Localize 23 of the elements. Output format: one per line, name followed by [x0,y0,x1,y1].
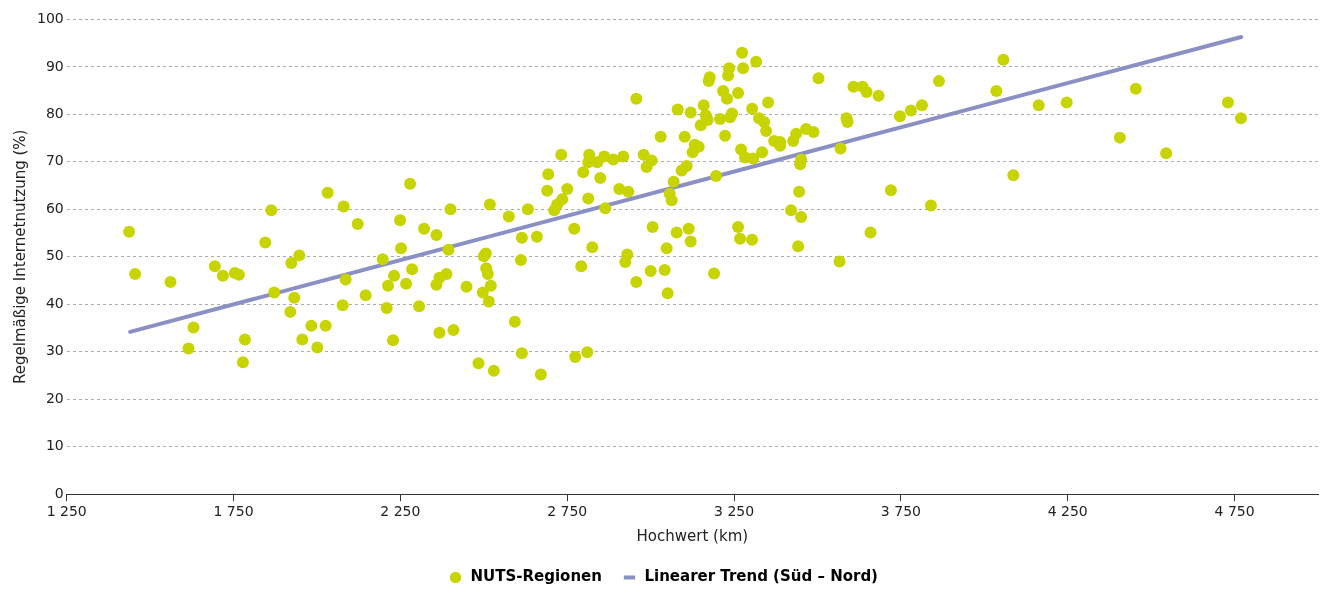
y-tick-label: 50 [45,247,64,264]
x-tick-label: 2 250 [380,503,421,520]
x-tick-label: 2 750 [547,503,588,520]
y-tick-label: 30 [45,342,64,359]
y-tick-label: 70 [45,152,64,169]
legend-label: Linearer Trend (Süd – Nord) [644,567,878,586]
x-tick-label: 3 750 [880,503,921,520]
y-tick-label: 0 [54,484,64,501]
y-tick-label: 60 [45,199,64,216]
x-axis-title: Hochwert (km) [636,526,749,545]
x-tick-label: 4 250 [1047,503,1088,520]
y-tick-label: 90 [45,57,64,74]
x-tick-label: 3 250 [714,503,755,520]
y-axis-title: Regelmäßige Internetnutzung (%) [10,129,29,385]
x-tick-label: 4 750 [1214,503,1255,520]
y-tick-label: 10 [45,437,64,454]
legend-label: NUTS-Regionen [470,567,602,586]
x-tick-label: 1 750 [213,503,254,520]
y-tick-label: 100 [36,10,64,27]
x-tick-label: 1 250 [46,503,87,520]
y-tick-label: 40 [45,294,64,311]
y-tick-label: 80 [45,105,64,121]
y-tick-label: 20 [45,389,64,406]
